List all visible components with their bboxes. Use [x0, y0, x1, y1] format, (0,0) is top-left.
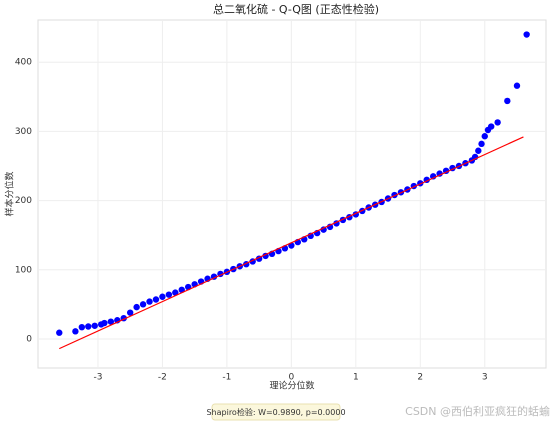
data-point — [139, 301, 147, 308]
plot-area — [37, 19, 547, 369]
data-point — [159, 293, 166, 300]
data-point — [101, 319, 108, 327]
x-tick-label: 0 — [288, 373, 294, 383]
data-point — [523, 31, 530, 38]
x-tick-label: 3 — [482, 373, 488, 383]
y-tick-label: 200 — [15, 196, 32, 206]
x-tick-label: -3 — [93, 373, 102, 383]
x-axis-label: 理论分位数 — [269, 380, 314, 392]
reference-line — [59, 136, 524, 350]
data-point — [481, 133, 488, 140]
y-axis-label: 样本分位数 — [4, 171, 16, 216]
data-point — [494, 119, 501, 126]
data-point — [513, 82, 521, 89]
data-point — [436, 170, 443, 177]
annotation: Shapiro检验: W=0.9890, p=0.0000 — [206, 407, 345, 417]
data-point — [146, 298, 153, 305]
data-point — [475, 147, 482, 154]
y-tick-label: 400 — [15, 58, 32, 68]
data-point — [107, 318, 115, 325]
data-point — [56, 329, 63, 336]
data-point — [72, 328, 79, 335]
x-tick-label: 2 — [417, 373, 423, 383]
chart-title: 总二氧化硫 - Q-Q图 (正态性检验) — [213, 2, 379, 16]
y-tick-label: 0 — [26, 334, 32, 344]
x-tick-label: -2 — [158, 373, 167, 383]
data-point — [504, 97, 511, 105]
data-point — [85, 323, 92, 330]
data-point — [165, 291, 173, 298]
annotation-box — [211, 403, 341, 421]
data-point — [133, 303, 140, 311]
data-point — [172, 289, 179, 296]
x-tick-label: 1 — [353, 373, 359, 383]
data-point — [488, 123, 495, 130]
data-point — [91, 322, 98, 329]
y-tick-label: 100 — [15, 265, 32, 275]
watermark: CSDN @西伯利亚疯狂的蛞蝓 — [405, 404, 550, 418]
data-point — [320, 226, 327, 233]
x-tick-label: -1 — [222, 373, 231, 383]
data-point — [152, 296, 160, 303]
data-point — [126, 309, 134, 316]
data-point — [78, 323, 86, 331]
data-point — [478, 140, 485, 148]
y-tick-label: 300 — [15, 127, 32, 137]
